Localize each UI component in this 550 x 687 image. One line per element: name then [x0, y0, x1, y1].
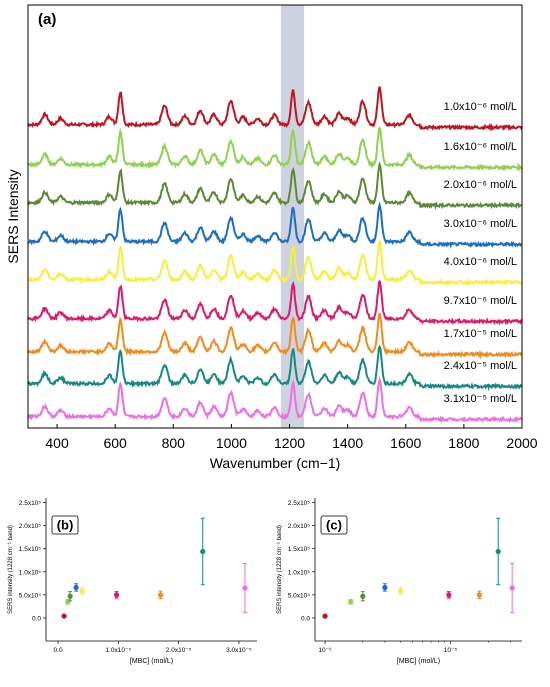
x-tick-label-8: 1800: [448, 435, 479, 451]
x-tick-label-1: 10⁻⁶: [318, 647, 332, 654]
x-tick-label-4: 3.0x10⁻⁵: [226, 647, 252, 654]
x-tick-label-2: 1.0x10⁻⁵: [106, 647, 132, 654]
panel-c-label-box: [320, 515, 348, 535]
data-point-5: [397, 588, 404, 594]
y-tick-label-4: 1.5x10⁵: [288, 546, 311, 553]
data-point-4: [73, 584, 79, 591]
data-point-8: [200, 548, 206, 555]
legend-entry-1: 1.0x10⁻⁶ mol/L: [444, 101, 517, 113]
legend-entry-5: 4.0x10⁻⁶ mol/L: [444, 256, 517, 268]
legend-entry-7: 1.7x10⁻⁵ mol/L: [444, 328, 517, 340]
y-tick-label-2: 5.0x10⁴: [19, 592, 42, 599]
data-point-7: [157, 592, 164, 598]
data-point-9: [509, 585, 515, 591]
x-tick-label-2: 600: [103, 435, 127, 451]
x-tick-label-1: 0.0: [54, 647, 63, 654]
spectrum-line-5: [27, 240, 523, 287]
data-point-3: [360, 593, 366, 599]
data-point-2: [65, 599, 71, 605]
panel-c-x-axis-label: [MBC] (mol/L): [397, 658, 440, 665]
y-tick-label-3: 1.0x10⁵: [19, 569, 42, 576]
panel-a-frame: [27, 4, 523, 429]
data-point-2: [348, 599, 354, 605]
y-tick-label-6: 2.5x10⁵: [288, 500, 311, 507]
panel-b-scatter-linear: 0.0 5.0x10⁴ 1.0x10⁵ 1.5x10⁵ 2.0x10⁵ 2.5x10⁵ 0.…: [8, 498, 257, 665]
panel-c-scatter-log: 0.0 5.0x10⁴ 1.0x10⁵ 1.5x10⁵ 2.0x10⁵ 2.5x10⁵ 10…: [277, 498, 522, 665]
spectrum-line-2: [27, 126, 523, 173]
x-tick-label-3: 800: [162, 435, 186, 451]
x-tick-label-7: 1600: [390, 435, 421, 451]
legend-entry-6: 9.7x10⁻⁶ mol/L: [444, 295, 517, 307]
spectrum-line-9: [27, 376, 523, 424]
panel-b-x-axis-label: [MBC] (mol/L): [130, 658, 173, 665]
panel-a-y-axis-label: SERS Intensity: [5, 169, 21, 263]
spectrum-line-6: [27, 280, 523, 326]
data-point-1: [61, 613, 67, 619]
legend-entry-8: 2.4x10⁻⁵ mol/L: [444, 360, 517, 372]
legend-entry-4: 3.0x10⁻⁶ mol/L: [444, 218, 517, 230]
data-point-6: [113, 592, 120, 598]
y-tick-label-2: 5.0x10⁴: [288, 592, 311, 599]
y-tick-label-4: 1.5x10⁵: [19, 546, 42, 553]
data-point-4: [382, 584, 388, 591]
x-tick-label-1: 400: [45, 435, 69, 451]
data-point-6: [446, 592, 452, 598]
x-tick-label-4: 1000: [216, 435, 247, 451]
spectrum-line-7: [27, 312, 523, 360]
panel-c-y-axis-label: SERS intensity (1228 cm⁻¹ band): [277, 525, 283, 614]
panel-a-label: (a): [38, 11, 56, 28]
y-tick-label-1: 0.0: [32, 615, 41, 622]
legend-entry-2: 1.6x10⁻⁶ mol/L: [444, 141, 517, 153]
panel-c-label: (c): [326, 518, 342, 533]
spectrum-line-1: [27, 86, 523, 132]
y-tick-label-5: 2.0x10⁵: [288, 523, 311, 530]
legend-entry-9: 3.1x10⁻⁵ mol/L: [444, 393, 517, 405]
x-tick-label-2: 10⁻⁵: [444, 647, 458, 654]
panel-b-y-axis-label: SERS intensity (1228 cm⁻¹ band): [8, 525, 14, 614]
x-tick-label-9: 2000: [506, 435, 537, 451]
data-point-1: [322, 613, 328, 619]
x-tick-label-6: 1400: [332, 435, 363, 451]
panel-b-label: (b): [57, 518, 74, 533]
spectrum-line-3: [27, 161, 523, 211]
y-tick-label-1: 0.0: [301, 615, 310, 622]
spectrum-line-4: [27, 201, 523, 249]
data-point-9: [242, 585, 248, 591]
data-point-7: [476, 592, 483, 598]
panel-a-spectra: 400 600 800 1000 1200 1400 1600 1800 2000 (a) Wa…: [5, 4, 538, 471]
y-tick-label-5: 2.0x10⁵: [19, 523, 42, 530]
data-point-3: [67, 593, 73, 599]
x-tick-label-3: 2.0x10⁻⁵: [166, 647, 192, 654]
data-point-8: [495, 548, 501, 555]
data-point-5: [79, 588, 85, 594]
spectrum-line-8: [27, 344, 523, 392]
panel-a-x-axis-label: Wavenumber (cm−1): [210, 455, 341, 471]
panel-b-label-box: [51, 515, 79, 535]
y-tick-label-3: 1.0x10⁵: [288, 569, 311, 576]
legend-entry-3: 2.0x10⁻⁶ mol/L: [444, 179, 517, 191]
y-tick-label-6: 2.5x10⁵: [19, 500, 42, 507]
x-tick-label-5: 1200: [274, 435, 305, 451]
